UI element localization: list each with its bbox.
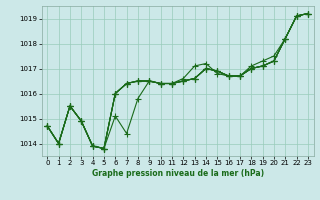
X-axis label: Graphe pression niveau de la mer (hPa): Graphe pression niveau de la mer (hPa) [92, 169, 264, 178]
